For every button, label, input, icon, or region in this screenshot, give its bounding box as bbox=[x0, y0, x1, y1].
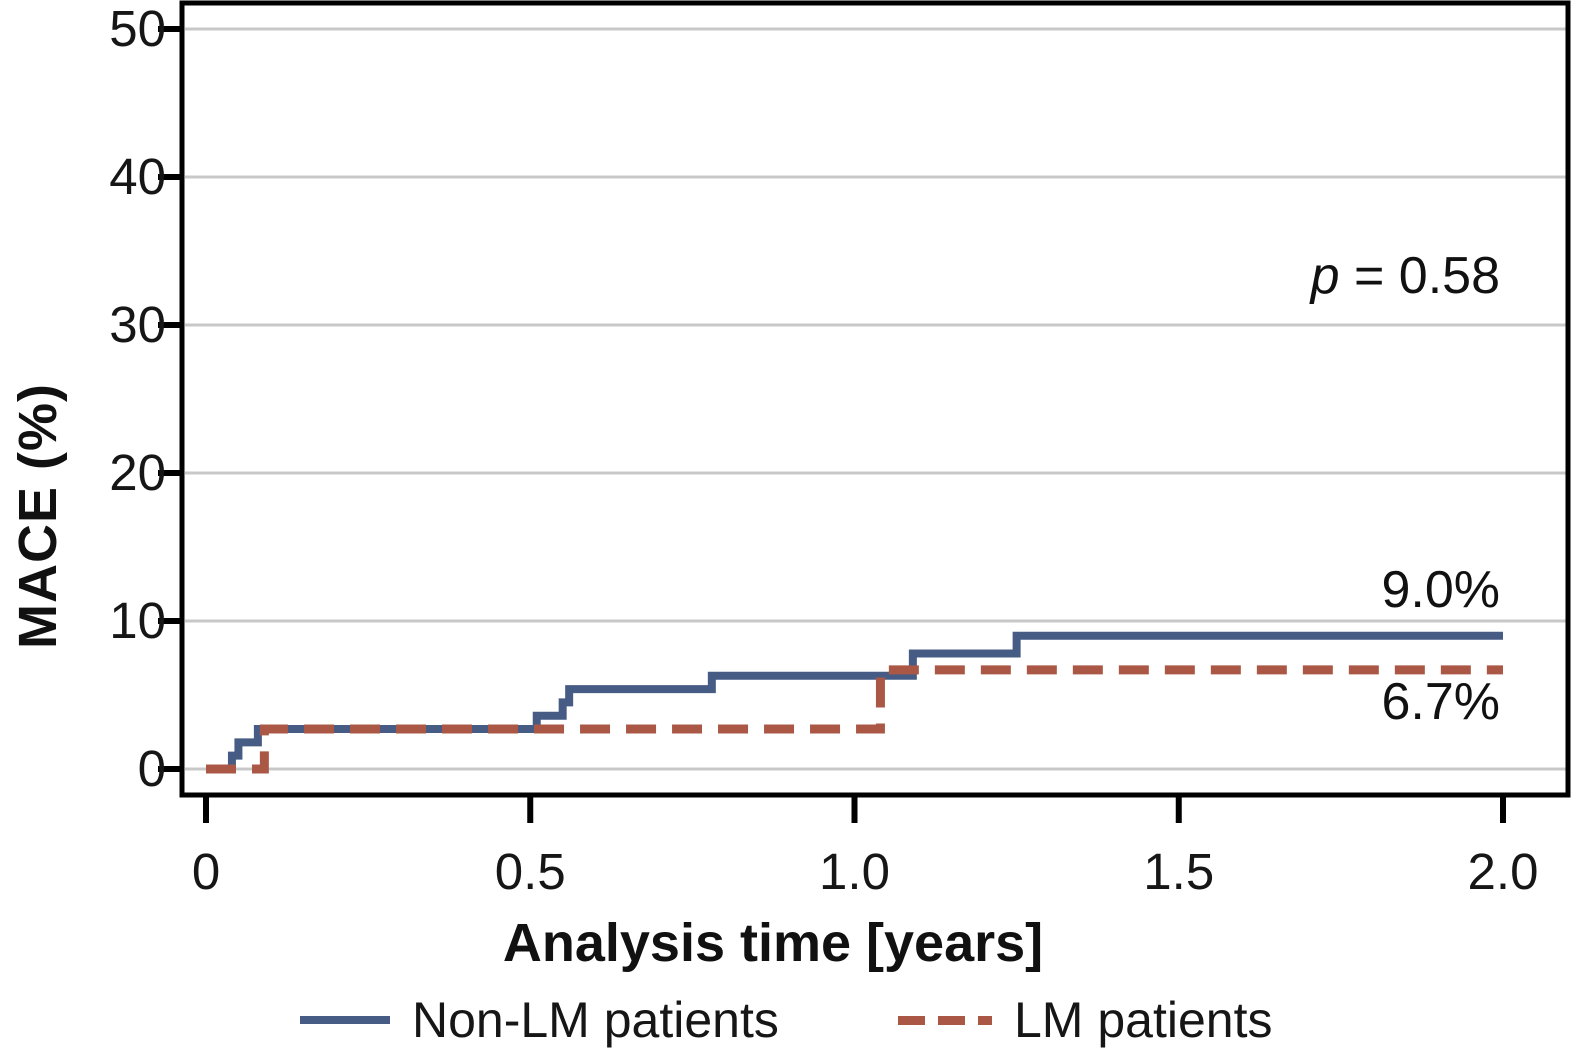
p-value-text: = 0.58 bbox=[1339, 247, 1500, 305]
legend-item-lm: LM patients bbox=[898, 992, 1272, 1048]
p-value-annotation: p = 0.58 bbox=[1311, 246, 1500, 306]
series-curve-nonlm bbox=[206, 631, 1503, 773]
x-axis-title: Analysis time [years] bbox=[502, 913, 1044, 973]
plot-frame bbox=[179, 0, 1571, 798]
x-tick-label-2.0: 2.0 bbox=[1467, 843, 1539, 900]
x-tick-label-0.5: 0.5 bbox=[494, 843, 566, 900]
final-value-label-nonlm: 9.0% bbox=[1381, 561, 1500, 619]
y-tick-label-0: 0 bbox=[137, 740, 166, 797]
y-tick-label-20: 20 bbox=[109, 444, 166, 501]
p-symbol: p bbox=[1310, 247, 1340, 305]
legend-dashed-line-swatch bbox=[898, 1015, 992, 1025]
x-tick-label-1.0: 1.0 bbox=[819, 843, 890, 900]
x-tick-label-1.5: 1.5 bbox=[1143, 843, 1215, 900]
legend-label-lm: LM patients bbox=[1014, 992, 1273, 1048]
y-tick-label-50: 50 bbox=[109, 0, 166, 57]
final-value-label-lm: 6.7% bbox=[1381, 673, 1500, 731]
legend-item-nonlm: Non-LM patients bbox=[300, 992, 779, 1048]
y-tick-label-30: 30 bbox=[109, 296, 166, 353]
y-tick-label-40: 40 bbox=[109, 148, 166, 205]
legend-solid-line-swatch bbox=[300, 1016, 390, 1024]
y-tick-label-10: 10 bbox=[109, 592, 166, 649]
series-curve-lm bbox=[206, 665, 1503, 774]
x-tick-label-0: 0 bbox=[191, 843, 221, 900]
y-axis-title: MACE (%) bbox=[8, 383, 68, 649]
legend-label-nonlm: Non-LM patients bbox=[412, 992, 779, 1048]
